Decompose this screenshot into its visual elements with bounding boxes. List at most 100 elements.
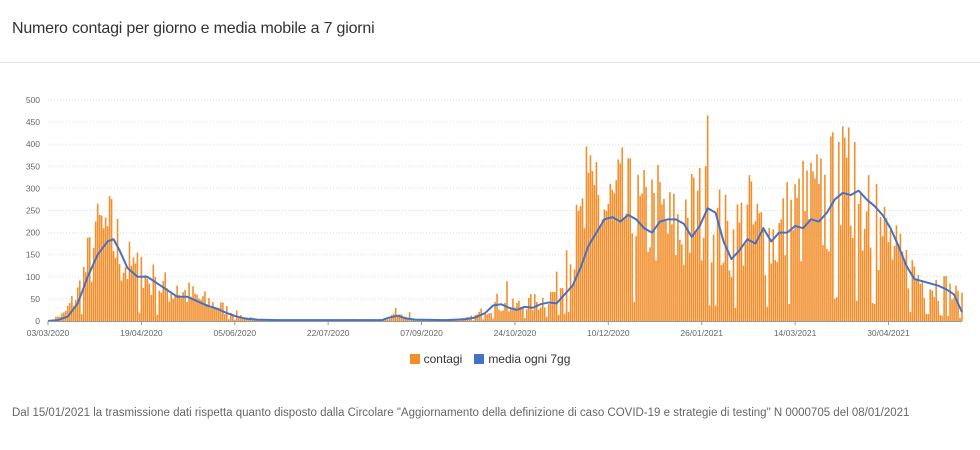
x-tick-label: 07/09/2020: [400, 328, 443, 338]
bar-contagi: [951, 299, 953, 321]
bar-contagi: [398, 314, 401, 321]
bar-contagi: [764, 275, 767, 321]
bar-contagi: [84, 272, 87, 321]
bar-contagi: [160, 292, 163, 321]
bar-contagi: [808, 219, 810, 321]
x-tick-label: 19/04/2020: [120, 328, 163, 338]
bar-contagi: [241, 318, 244, 321]
bar-contagi: [742, 265, 745, 321]
chart: 0 50 100 150 200 250 300 350 400 450 500 03/03/202…: [26, 95, 963, 338]
bar-contagi: [957, 290, 959, 321]
bar-contagi: [247, 319, 250, 321]
bar-contagi: [665, 221, 667, 321]
bar-contagi: [220, 302, 222, 321]
bar-contagi: [218, 307, 220, 321]
bar-contagi: [698, 167, 701, 321]
bar-contagi: [575, 204, 578, 321]
bar-contagi: [635, 236, 637, 321]
bar-contagi: [65, 310, 67, 321]
bar-contagi: [804, 211, 806, 321]
bar-contagi: [718, 189, 721, 321]
bar-contagi: [784, 255, 786, 321]
bar-contagi: [472, 320, 474, 321]
bar-contagi: [233, 319, 236, 321]
x-axis: 03/03/2020 19/04/2020 05/06/2020 22/07/2020…: [27, 321, 910, 338]
bar-contagi: [913, 266, 916, 321]
bar-contagi: [702, 237, 705, 321]
bar-contagi: [907, 288, 910, 321]
bar-contagi: [843, 137, 846, 321]
bar-contagi: [182, 292, 184, 321]
bar-contagi: [627, 158, 629, 321]
bar-contagi: [871, 302, 874, 321]
bar-contagi: [184, 289, 186, 321]
bar-contagi: [853, 141, 856, 321]
bar-contagi: [832, 132, 834, 321]
bar-contagi: [108, 196, 111, 321]
bar-contagi: [690, 174, 693, 321]
bar-contagi: [885, 218, 888, 321]
bar-contagi: [609, 183, 612, 321]
legend-item-media[interactable]: media ogni 7gg: [474, 352, 570, 366]
bar-contagi: [589, 155, 592, 321]
x-tick-label: 03/03/2020: [27, 328, 70, 338]
bar-contagi: [800, 261, 802, 321]
bar-series-contagi: [49, 115, 963, 322]
bar-contagi: [486, 314, 488, 321]
bar-contagi: [63, 312, 65, 321]
bar-contagi: [537, 309, 540, 321]
bar-contagi: [794, 184, 796, 321]
bar-contagi: [704, 166, 707, 321]
bar-contagi: [921, 280, 924, 321]
bar-contagi: [736, 204, 739, 321]
bar-contagi: [639, 195, 641, 321]
bar-contagi: [605, 211, 608, 321]
bar-contagi: [80, 314, 83, 321]
bar-contagi: [772, 229, 775, 321]
bar-contagi: [406, 319, 409, 321]
bar-contagi: [845, 157, 848, 321]
bar-contagi: [927, 313, 930, 321]
bar-contagi: [869, 247, 872, 321]
bar-contagi: [683, 265, 685, 321]
bar-contagi: [484, 314, 486, 321]
bar-contagi: [547, 304, 550, 321]
bar-contagi: [506, 281, 508, 321]
bar-contagi: [126, 279, 129, 321]
bar-contagi: [541, 297, 544, 321]
bar-contagi: [186, 301, 188, 321]
bar-contagi: [75, 300, 77, 321]
bar-contagi: [895, 225, 898, 321]
bar-contagi: [810, 162, 812, 321]
bar-contagi: [760, 212, 763, 321]
bar-contagi: [192, 286, 194, 321]
bar-contagi: [557, 314, 560, 321]
bar-contagi: [522, 306, 524, 321]
bar-contagi: [754, 221, 757, 321]
bar-contagi: [919, 284, 922, 321]
bar-contagi: [688, 252, 691, 321]
bar-contagi: [154, 276, 157, 321]
chart-title: Numero contagi per giorno e media mobile…: [12, 20, 375, 37]
bar-contagi: [500, 311, 502, 321]
bar-contagi: [492, 318, 494, 321]
bar-contagi: [230, 312, 232, 321]
bar-contagi: [685, 199, 687, 321]
y-tick-label: 250: [26, 206, 40, 216]
bar-contagi: [893, 245, 896, 321]
bar-contagi: [812, 171, 814, 321]
bar-contagi: [156, 314, 159, 321]
bar-contagi: [595, 161, 598, 321]
bar-contagi: [939, 315, 941, 321]
bar-contagi: [774, 259, 777, 321]
bar-contagi: [857, 204, 860, 321]
y-tick-label: 200: [26, 228, 40, 238]
bar-contagi: [216, 308, 218, 321]
y-tick-label: 400: [26, 139, 40, 149]
bar-contagi: [166, 288, 169, 321]
bar-contagi: [778, 223, 780, 321]
bar-contagi: [140, 256, 143, 321]
bar-contagi: [100, 215, 103, 321]
bar-contagi: [877, 270, 880, 321]
legend-item-contagi[interactable]: contagi: [409, 352, 462, 366]
